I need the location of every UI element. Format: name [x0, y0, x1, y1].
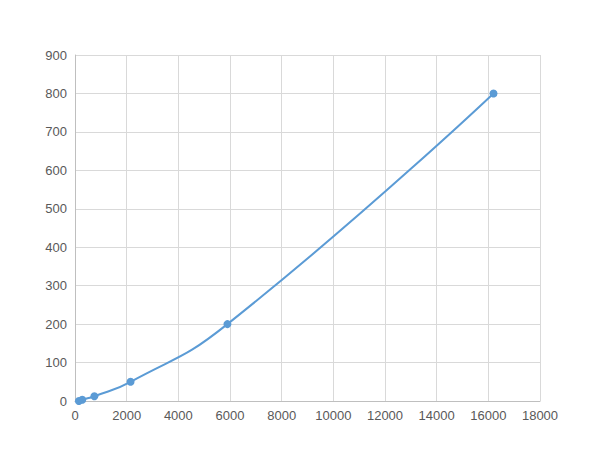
- svg-text:2000: 2000: [112, 408, 141, 423]
- svg-text:200: 200: [45, 317, 67, 332]
- svg-text:700: 700: [45, 124, 67, 139]
- svg-text:12000: 12000: [367, 408, 403, 423]
- svg-text:600: 600: [45, 163, 67, 178]
- svg-text:0: 0: [60, 394, 67, 409]
- svg-text:900: 900: [45, 48, 67, 63]
- svg-text:10000: 10000: [315, 408, 351, 423]
- svg-text:0: 0: [71, 408, 78, 423]
- svg-text:18000: 18000: [522, 408, 558, 423]
- svg-text:100: 100: [45, 355, 67, 370]
- svg-text:16000: 16000: [470, 408, 506, 423]
- svg-text:500: 500: [45, 201, 67, 216]
- svg-text:6000: 6000: [216, 408, 245, 423]
- svg-text:800: 800: [45, 86, 67, 101]
- svg-text:8000: 8000: [267, 408, 296, 423]
- svg-text:14000: 14000: [419, 408, 455, 423]
- svg-text:4000: 4000: [164, 408, 193, 423]
- svg-text:400: 400: [45, 240, 67, 255]
- svg-text:300: 300: [45, 278, 67, 293]
